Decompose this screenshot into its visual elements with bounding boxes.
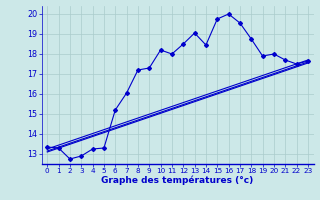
X-axis label: Graphe des températures (°c): Graphe des températures (°c)	[101, 176, 254, 185]
